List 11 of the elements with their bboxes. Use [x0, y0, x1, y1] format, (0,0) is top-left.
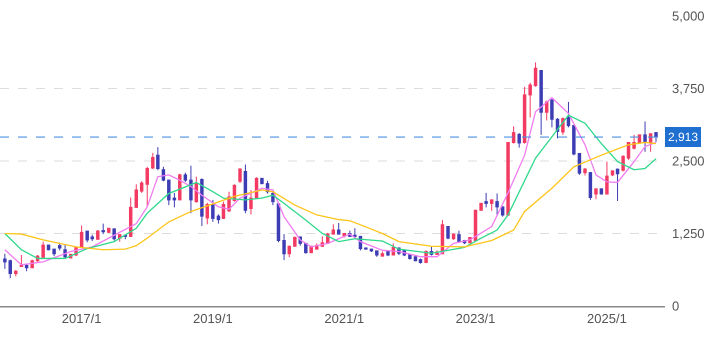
y-tick-label: 0 — [672, 298, 680, 314]
x-tick-label: 2017/1 — [62, 311, 102, 326]
ref-line-label: 2,913 — [668, 130, 698, 144]
x-tick-label: 2019/1 — [192, 311, 233, 326]
x-tick-label: 2021/1 — [324, 311, 364, 326]
x-tick-label: 2023/1 — [456, 311, 496, 326]
y-tick-label: 2,500 — [672, 154, 705, 169]
x-tick-label: 2025/1 — [587, 311, 627, 326]
y-tick-label: 3,750 — [672, 81, 705, 96]
y-tick-label: 5,000 — [672, 8, 705, 24]
y-tick-label: 1,250 — [672, 226, 705, 242]
